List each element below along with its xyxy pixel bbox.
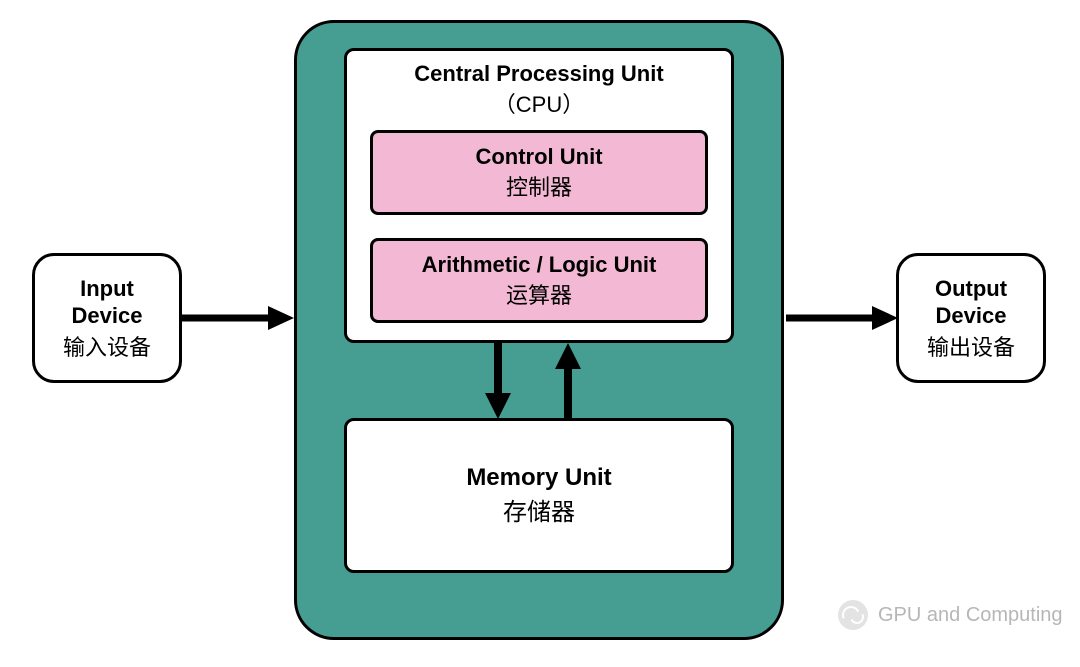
arrow-memory-to-cpu-up <box>550 343 586 419</box>
output-device-title-zh: 输出设备 <box>927 330 1015 362</box>
arrow-frame-to-output <box>786 300 898 336</box>
memory-unit-box: Memory Unit 存储器 <box>344 418 734 573</box>
alu-box: Arithmetic / Logic Unit 运算器 <box>370 238 708 323</box>
memory-unit-title-zh: 存储器 <box>503 492 575 527</box>
watermark-text: GPU and Computing <box>878 604 1063 627</box>
alu-title-zh: 运算器 <box>506 278 572 310</box>
cpu-title-en: Central Processing Unit <box>414 61 663 87</box>
input-device-box: Input Device 输入设备 <box>32 253 182 383</box>
control-unit-title-zh: 控制器 <box>506 170 572 202</box>
arrow-input-to-frame <box>182 300 294 336</box>
cpu-subtitle: （CPU） <box>494 87 584 119</box>
input-device-title-en: Input Device <box>47 275 167 330</box>
input-device-title-zh: 输入设备 <box>63 330 151 362</box>
control-unit-box: Control Unit 控制器 <box>370 130 708 215</box>
output-device-title-en: Output Device <box>911 275 1031 330</box>
arrow-cpu-to-memory-down <box>480 343 516 419</box>
watermark: GPU and Computing <box>838 600 1063 630</box>
wechat-icon <box>838 600 868 630</box>
memory-unit-title-en: Memory Unit <box>466 464 611 492</box>
output-device-box: Output Device 输出设备 <box>896 253 1046 383</box>
alu-title-en: Arithmetic / Logic Unit <box>422 252 657 278</box>
control-unit-title-en: Control Unit <box>475 144 602 170</box>
